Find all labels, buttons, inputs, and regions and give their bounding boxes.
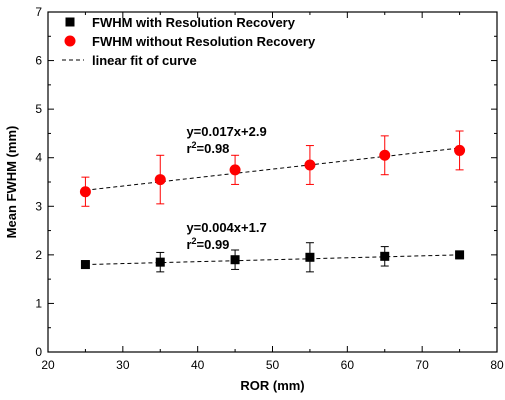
data-point-circle — [229, 164, 241, 176]
fit-lines — [85, 147, 460, 266]
legend: FWHM with Resolution Recovery FWHM withou… — [62, 15, 316, 68]
fit-equation: y=0.017x+2.9 — [186, 124, 266, 139]
x-tick-label: 60 — [341, 358, 355, 372]
y-tick-label: 1 — [35, 296, 42, 310]
fit-annotations: y=0.017x+2.9r2=0.98 y=0.004x+1.7r2=0.99 — [186, 124, 266, 252]
data-point-square — [80, 260, 90, 270]
tick-labels: 20 30 40 50 60 70 80 0 1 2 3 4 5 6 7 — [35, 5, 504, 372]
x-axis-title: ROR (mm) — [240, 378, 304, 393]
data-point-square — [455, 250, 465, 260]
legend-label: FWHM without Resolution Recovery — [92, 34, 316, 49]
data-points — [79, 144, 466, 270]
x-tick-label: 20 — [41, 358, 55, 372]
x-tick-label: 70 — [415, 358, 429, 372]
data-point-square — [380, 251, 390, 261]
legend-label: FWHM with Resolution Recovery — [92, 15, 296, 30]
y-tick-label: 4 — [35, 151, 42, 165]
x-tick-label: 80 — [490, 358, 504, 372]
data-point-square — [305, 252, 315, 262]
error-bars — [81, 130, 464, 273]
fit-line — [85, 147, 460, 191]
fit-equation: y=0.004x+1.7 — [186, 220, 266, 235]
legend-marker-circle — [64, 35, 76, 47]
y-tick-label: 7 — [35, 5, 42, 19]
data-point-square — [230, 255, 240, 265]
legend-marker-square — [65, 17, 75, 27]
y-tick-label: 0 — [35, 345, 42, 359]
data-point-circle — [154, 174, 166, 186]
legend-label: linear fit of curve — [92, 53, 197, 68]
axis-ticks — [47, 11, 498, 353]
y-tick-label: 2 — [35, 248, 42, 262]
data-point-circle — [79, 186, 91, 198]
fit-line — [85, 254, 460, 266]
data-point-circle — [454, 144, 466, 156]
y-axis-title: Mean FWHM (mm) — [4, 126, 19, 239]
x-tick-label: 50 — [266, 358, 280, 372]
data-point-circle — [379, 149, 391, 161]
y-tick-label: 6 — [35, 54, 42, 68]
fit-r-squared: r2=0.99 — [186, 236, 229, 252]
x-tick-label: 30 — [116, 358, 130, 372]
x-tick-label: 40 — [191, 358, 205, 372]
y-tick-label: 3 — [35, 199, 42, 213]
data-point-square — [155, 257, 165, 267]
data-point-circle — [304, 159, 316, 171]
fit-r-squared: r2=0.98 — [186, 140, 229, 156]
y-tick-label: 5 — [35, 102, 42, 116]
